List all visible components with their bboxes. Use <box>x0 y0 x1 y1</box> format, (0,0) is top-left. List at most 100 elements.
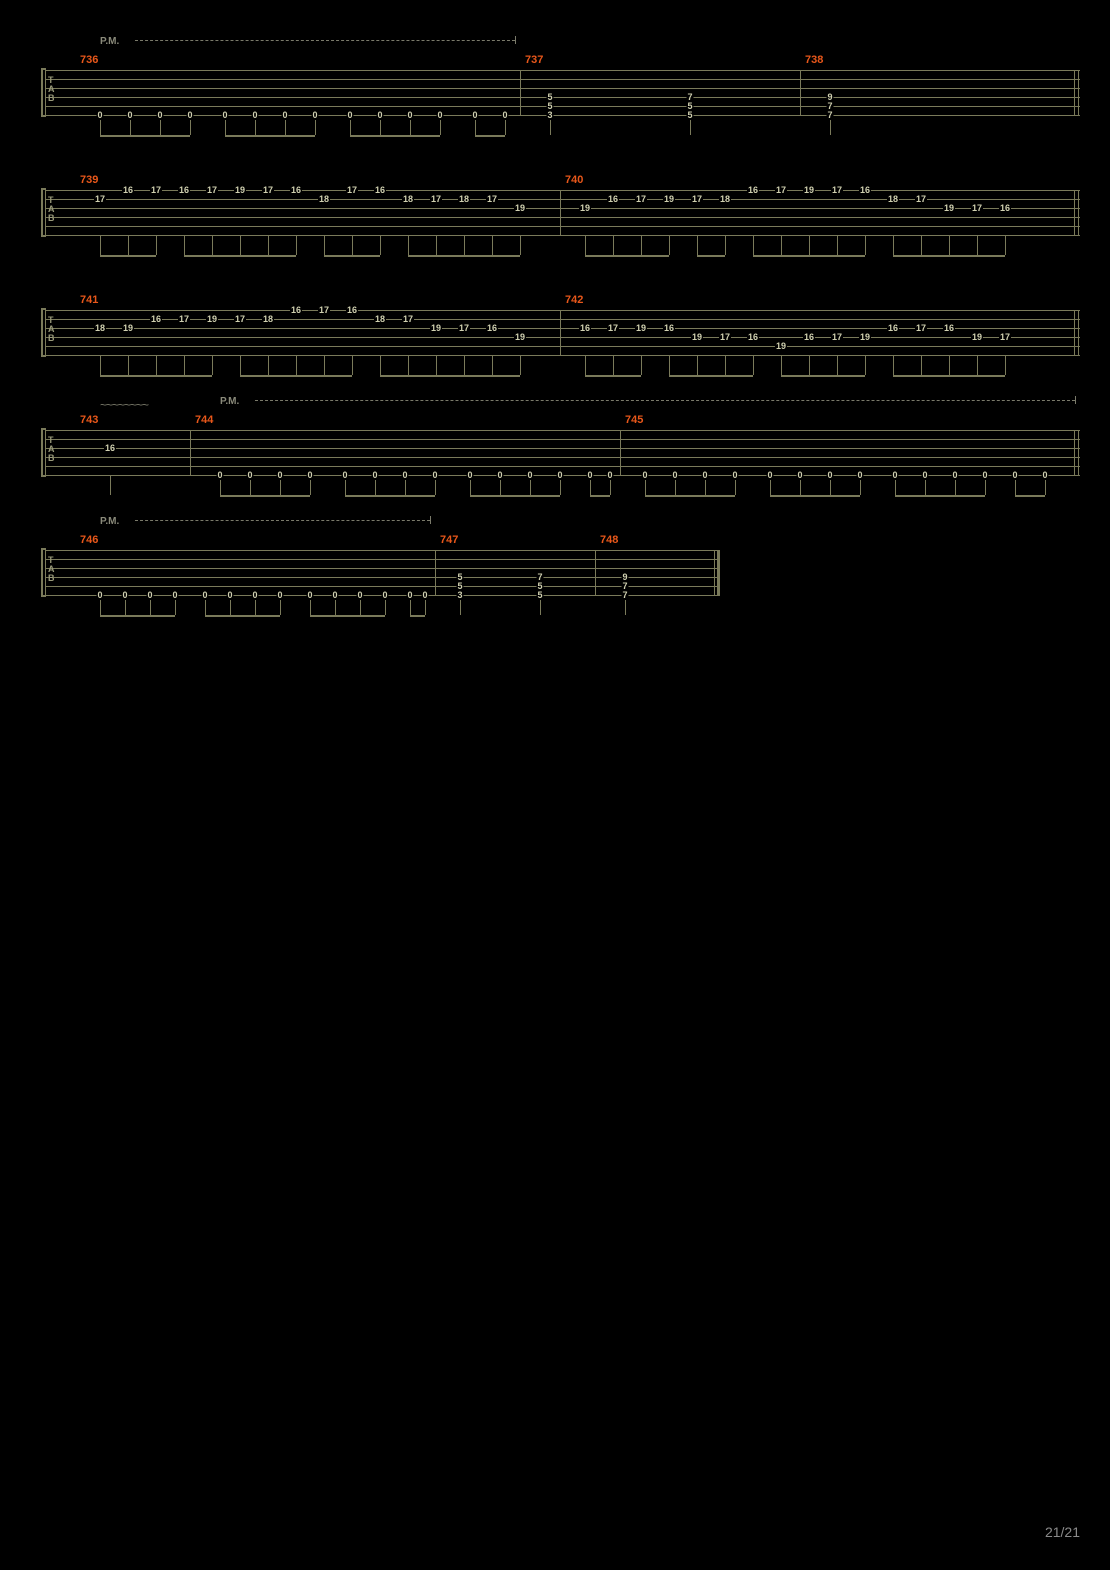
note-stem <box>156 356 157 375</box>
beam <box>585 255 669 257</box>
fret-number: 16 <box>859 185 871 195</box>
fret-number: 18 <box>374 314 386 324</box>
measure-number: 743 <box>80 414 98 426</box>
beam <box>380 375 520 377</box>
fret-number: 19 <box>971 332 983 342</box>
palm-mute-label: P.M. <box>220 396 239 407</box>
fret-number: 17 <box>262 185 274 195</box>
note-stem <box>110 476 111 495</box>
staff-line <box>45 457 1080 458</box>
barline <box>45 190 46 235</box>
note-stem <box>865 236 866 255</box>
tab-system: TABP.M.~~~~~~~~7431674400000000000000745… <box>30 400 1080 500</box>
palm-mute-extent <box>255 400 1075 402</box>
beam <box>100 615 175 617</box>
note-stem <box>949 236 950 255</box>
beam <box>590 495 610 497</box>
fret-number: 17 <box>402 314 414 324</box>
note-stem <box>921 236 922 255</box>
fret-number: 16 <box>150 314 162 324</box>
beam <box>893 375 1005 377</box>
beam <box>645 495 735 497</box>
staff-line <box>45 559 720 560</box>
note-stem <box>613 356 614 375</box>
fret-number: 0 <box>96 110 103 120</box>
palm-mute-extent <box>135 40 515 42</box>
fret-number: 0 <box>701 470 708 480</box>
fret-number: 0 <box>156 110 163 120</box>
note-stem <box>436 236 437 255</box>
fret-number: 5 <box>536 590 543 600</box>
beam <box>240 375 352 377</box>
note-stem <box>296 236 297 255</box>
fret-number: 0 <box>891 470 898 480</box>
barline <box>560 310 561 355</box>
note-stem <box>156 236 157 255</box>
measure-number: 740 <box>565 174 583 186</box>
note-stem <box>492 356 493 375</box>
fret-number: 17 <box>346 185 358 195</box>
fret-number: 0 <box>171 590 178 600</box>
fret-number: 16 <box>579 323 591 333</box>
fret-number: 0 <box>671 470 678 480</box>
measure-number: 748 <box>600 534 618 546</box>
fret-number: 17 <box>430 194 442 204</box>
fret-number: 17 <box>178 314 190 324</box>
tab-system: TAB7391716171617191716181716181718171974… <box>30 160 1080 260</box>
fret-number: 19 <box>775 341 787 351</box>
fret-number: 18 <box>318 194 330 204</box>
fret-number: 0 <box>341 470 348 480</box>
fret-number: 17 <box>607 323 619 333</box>
fret-number: 16 <box>747 332 759 342</box>
measure-number: 747 <box>440 534 458 546</box>
fret-number: 17 <box>915 194 927 204</box>
note-stem <box>240 356 241 375</box>
fret-number: 19 <box>663 194 675 204</box>
note-stem <box>753 236 754 255</box>
fret-number: 0 <box>856 470 863 480</box>
fret-number: 19 <box>514 203 526 213</box>
fret-number: 16 <box>887 323 899 333</box>
fret-number: 17 <box>94 194 106 204</box>
fret-number: 0 <box>201 590 208 600</box>
note-stem <box>697 236 698 255</box>
page-number: 21/21 <box>1045 1524 1080 1540</box>
staff-line <box>45 217 1080 218</box>
barline <box>45 550 46 595</box>
barline <box>595 550 596 595</box>
beam <box>893 255 1005 257</box>
beam <box>770 495 860 497</box>
note-stem <box>352 236 353 255</box>
fret-number: 0 <box>306 590 313 600</box>
fret-number: 0 <box>121 590 128 600</box>
fret-number: 0 <box>126 110 133 120</box>
note-stem <box>268 356 269 375</box>
tab-clef-label: TAB <box>48 76 55 103</box>
staff-line <box>45 448 1080 449</box>
beam <box>408 255 520 257</box>
fret-number: 0 <box>951 470 958 480</box>
staff-line <box>45 79 1080 80</box>
beam <box>310 615 385 617</box>
fret-number: 17 <box>971 203 983 213</box>
note-stem <box>697 356 698 375</box>
staff-line <box>45 310 1080 311</box>
palm-mute-label: P.M. <box>100 516 119 527</box>
note-stem <box>893 356 894 375</box>
note-stem <box>949 356 950 375</box>
fret-number: 17 <box>831 332 843 342</box>
note-stem <box>585 356 586 375</box>
note-stem <box>128 236 129 255</box>
note-stem <box>268 236 269 255</box>
fret-number: 3 <box>456 590 463 600</box>
fret-number: 19 <box>691 332 703 342</box>
note-stem <box>408 356 409 375</box>
staff-line <box>45 235 1080 236</box>
staff-line <box>45 88 1080 89</box>
note-stem <box>520 236 521 255</box>
note-stem <box>296 356 297 375</box>
note-stem <box>725 236 726 255</box>
note-stem <box>585 236 586 255</box>
fret-number: 16 <box>747 185 759 195</box>
fret-number: 17 <box>719 332 731 342</box>
